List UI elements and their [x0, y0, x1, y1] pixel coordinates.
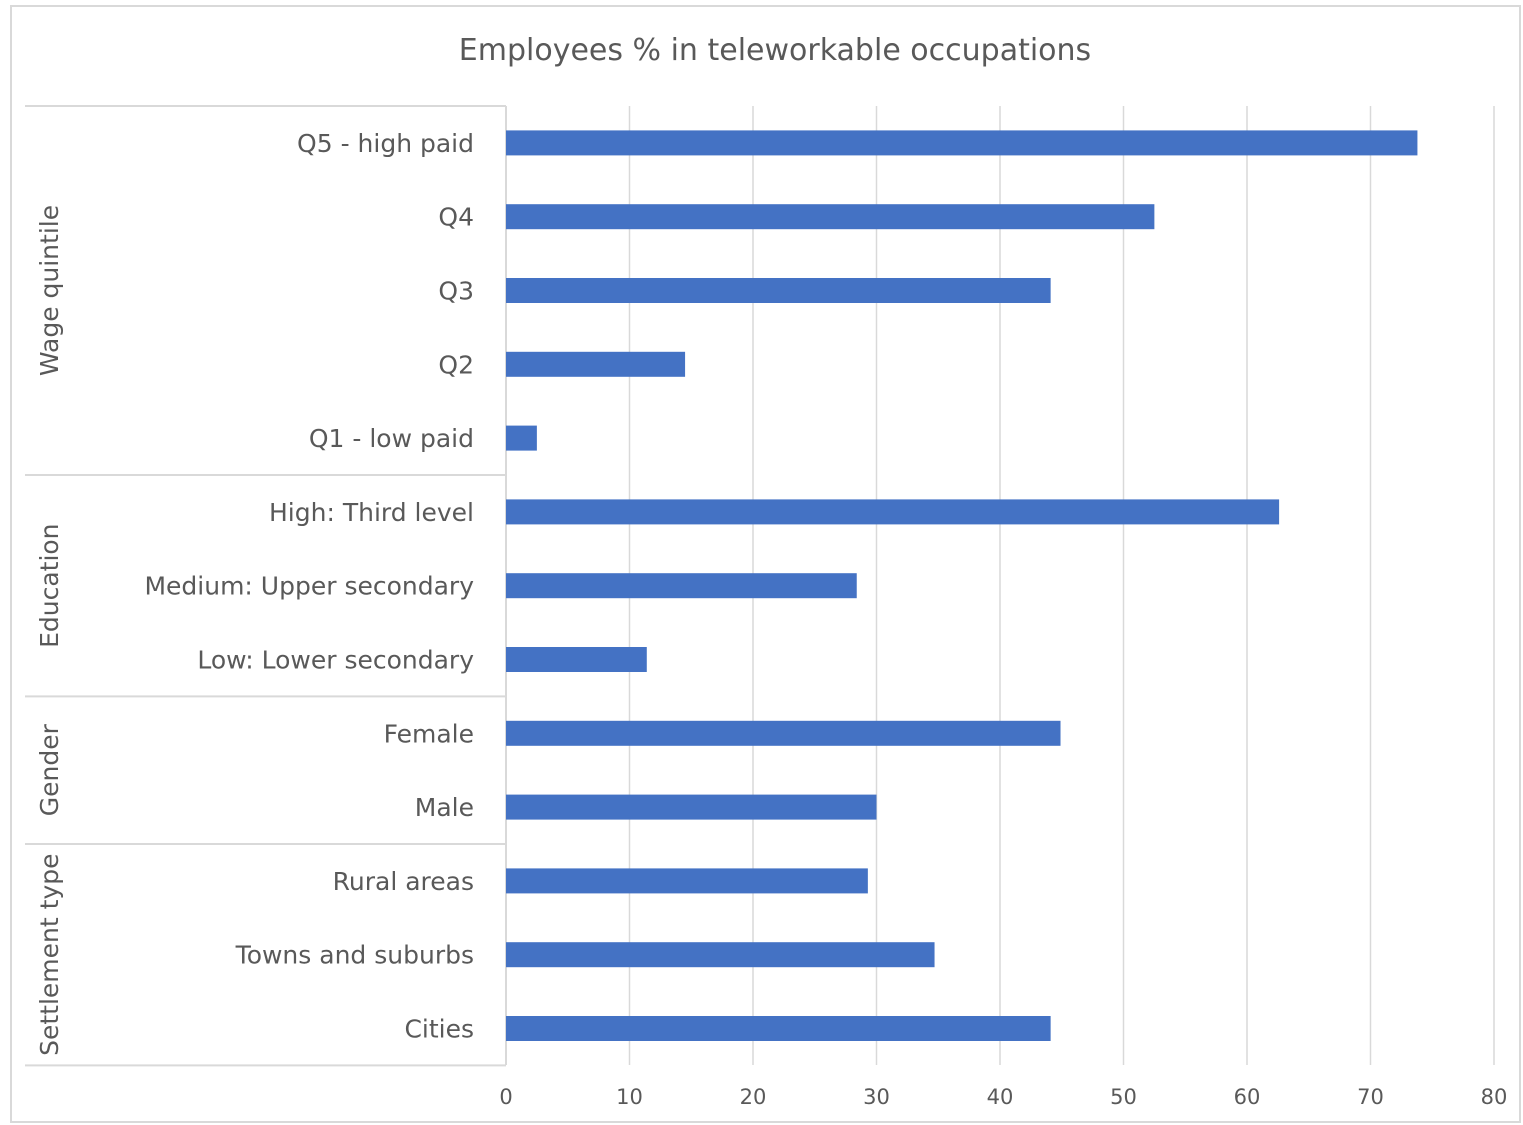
x-tick-label: 80 [1481, 1085, 1508, 1109]
category-label: Q1 - low paid [309, 424, 474, 453]
category-label: Q4 [438, 203, 474, 232]
category-label: Rural areas [333, 867, 474, 896]
chart-title: Employees % in teleworkable occupations [459, 33, 1091, 68]
bar [506, 573, 857, 599]
bar [506, 1016, 1051, 1041]
category-label: Low: Lower secondary [197, 646, 474, 675]
bar [506, 942, 935, 968]
category-label: Female [384, 719, 474, 748]
bar [506, 647, 647, 672]
x-tick-label: 10 [616, 1085, 643, 1109]
category-label: Q2 [438, 350, 474, 379]
bar [506, 794, 877, 820]
group-label: Gender [35, 723, 64, 816]
x-tick-label: 0 [499, 1085, 512, 1109]
category-label: Male [415, 793, 474, 822]
group-label: Wage quintile [35, 205, 64, 376]
x-tick-label: 60 [1234, 1085, 1261, 1109]
group-label: Education [35, 523, 64, 647]
bar [506, 720, 1061, 746]
group-label: Settlement type [35, 854, 64, 1056]
category-label: Medium: Upper secondary [144, 572, 474, 601]
category-groups: Wage quintile Education Gender Settlement t… [25, 105, 506, 1067]
x-tick-label: 40 [987, 1085, 1014, 1109]
bar [506, 278, 1051, 303]
bar [506, 130, 1418, 156]
bar [506, 425, 537, 451]
x-tick-label: 70 [1357, 1085, 1384, 1109]
bar [506, 351, 686, 377]
category-label: High: Third level [269, 498, 474, 527]
category-label: Cities [404, 1015, 474, 1044]
bar [506, 204, 1155, 230]
x-tick-label: 30 [863, 1085, 890, 1109]
category-labels: Q5 - high paid Q4 Q3 Q2 Q1 - low paid High: T… [144, 129, 474, 1044]
category-label: Towns and suburbs [235, 941, 474, 970]
x-tick-label: 50 [1110, 1085, 1137, 1109]
x-tick-label: 20 [740, 1085, 767, 1109]
category-label: Q3 [438, 277, 474, 306]
chart-frame [10, 5, 1521, 1123]
bar [506, 868, 868, 894]
bars [506, 130, 1418, 1041]
bar [506, 499, 1280, 525]
x-axis-ticks: 0 10 20 30 40 50 60 70 80 [499, 1085, 1507, 1109]
category-label: Q5 - high paid [297, 129, 474, 158]
